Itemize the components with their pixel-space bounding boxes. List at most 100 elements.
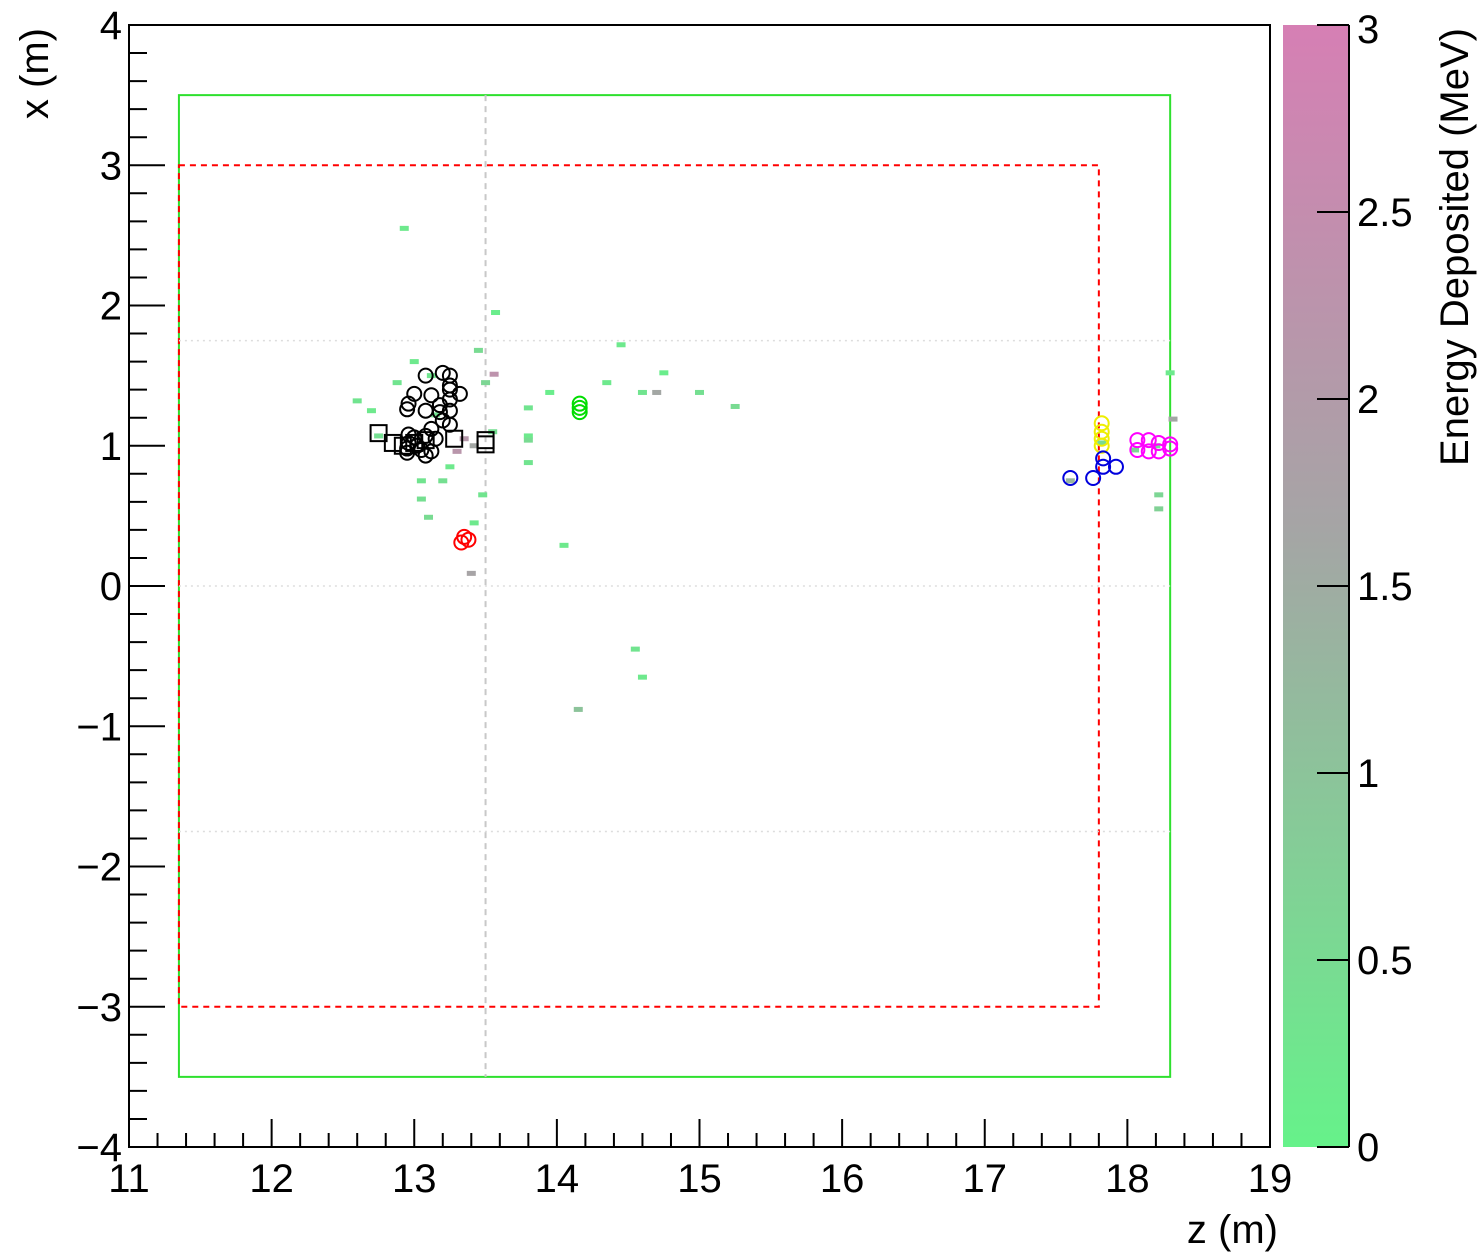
energy-hit [409, 359, 419, 365]
energy-hit [637, 674, 647, 680]
cluster-circle [571, 404, 588, 421]
cluster-circle [1162, 440, 1179, 457]
energy-hit [481, 380, 491, 386]
energy-hit [399, 225, 409, 231]
cluster-circle [1129, 432, 1146, 449]
energy-hit [1097, 440, 1107, 446]
cluster-markers [369, 364, 1179, 551]
cluster-circle [1095, 450, 1112, 467]
energy-hit [1154, 506, 1164, 512]
energy-hit [445, 464, 455, 470]
square-marker [383, 433, 402, 452]
colorbar-tick-label: 2 [1357, 378, 1379, 422]
cluster-circle [453, 534, 470, 551]
cluster-circle [1062, 470, 1079, 487]
colorbar-tick-label: 3 [1357, 8, 1379, 52]
x-tick-label: 12 [249, 1157, 294, 1201]
colorbar-tick-label: 2.5 [1357, 191, 1413, 235]
cluster-circle [423, 387, 440, 404]
y-tick-label: 2 [100, 285, 122, 329]
cluster-circle [1095, 458, 1112, 475]
cluster-circle [441, 381, 458, 398]
outer-volume-outline [177, 94, 1172, 1078]
cluster-circle [571, 395, 588, 412]
square-marker [445, 429, 464, 448]
energy-hit [559, 542, 569, 548]
square-marker [405, 433, 424, 452]
energy-hit [1165, 370, 1175, 376]
energy-hit [416, 478, 426, 484]
x-tick-label: 16 [820, 1157, 865, 1201]
x-tick-label: 14 [535, 1157, 580, 1201]
energy-hit [695, 389, 704, 395]
colorbar-label: Energy Deposited (MeV) [1433, 28, 1477, 466]
cluster-circle [1107, 458, 1124, 475]
cluster-circle [417, 402, 434, 419]
y-axis-label: x (m) [13, 28, 57, 119]
x-tick-label: 18 [1105, 1157, 1150, 1201]
energy-hit [523, 437, 533, 443]
detector-outlines [177, 94, 1172, 1078]
colorbar-tick-label: 1 [1357, 752, 1379, 796]
y-tick-label: −4 [76, 1126, 122, 1170]
energy-hits [352, 225, 1178, 712]
energy-hit [469, 443, 479, 449]
cluster-circle [1085, 470, 1102, 487]
y-tick-label: −3 [76, 986, 122, 1030]
energy-hit [630, 646, 640, 652]
energy-hit [652, 389, 662, 395]
y-tick-label: 0 [100, 565, 122, 609]
energy-hit [478, 492, 488, 498]
cluster-circle [1129, 441, 1146, 458]
energy-hit [473, 347, 483, 353]
square-marker [416, 431, 435, 450]
energy-hit [730, 403, 740, 409]
cluster-circle [1140, 443, 1157, 460]
energy-hit [352, 398, 362, 404]
x-tick-label: 19 [1248, 1157, 1293, 1201]
cluster-circle [460, 531, 477, 548]
cluster-circle [1150, 443, 1167, 460]
x-tick-label: 17 [963, 1157, 1008, 1201]
cluster-circle [431, 404, 448, 421]
cluster-circle [1162, 436, 1179, 453]
y-tick-label: −1 [76, 705, 122, 749]
energy-hit [424, 514, 434, 520]
energy-hit [426, 373, 436, 379]
energy-hit [573, 706, 583, 712]
x-tick-label: 11 [108, 1157, 150, 1201]
energy-hit [374, 433, 384, 439]
energy-hit [1065, 478, 1075, 484]
energy-hit [466, 570, 476, 576]
y-tick-label: 3 [100, 144, 122, 188]
colorbar-tick-label: 1.5 [1357, 565, 1413, 609]
cluster-circle [1140, 432, 1157, 449]
cluster-circle [1093, 430, 1110, 447]
colorbar: 0 0.5 1 1.5 2 2.5 3 [1283, 8, 1413, 1170]
energy-hit [602, 380, 612, 386]
energy-hit [1154, 492, 1164, 498]
energy-hit [637, 389, 647, 395]
y-tick-label: 1 [100, 425, 122, 469]
energy-hit [438, 478, 448, 484]
square-marker [476, 435, 495, 454]
cluster-circle [1093, 415, 1110, 432]
colorbar-tick-label: 0.5 [1357, 939, 1413, 983]
energy-hit [431, 412, 441, 418]
cluster-circle [399, 401, 416, 418]
y-tick-label: −2 [76, 846, 122, 890]
energy-hit [459, 436, 469, 442]
energy-hit [416, 496, 426, 502]
energy-hit [491, 310, 501, 316]
square-marker [393, 436, 412, 455]
energy-hit [489, 371, 499, 377]
energy-hit [1168, 416, 1178, 422]
colorbar-tick-label: 0 [1357, 1126, 1379, 1170]
cluster-circle [1093, 437, 1110, 454]
energy-hit [1130, 447, 1140, 453]
energy-hit [469, 520, 479, 526]
energy-hit [659, 370, 669, 376]
energy-hit [523, 460, 533, 466]
